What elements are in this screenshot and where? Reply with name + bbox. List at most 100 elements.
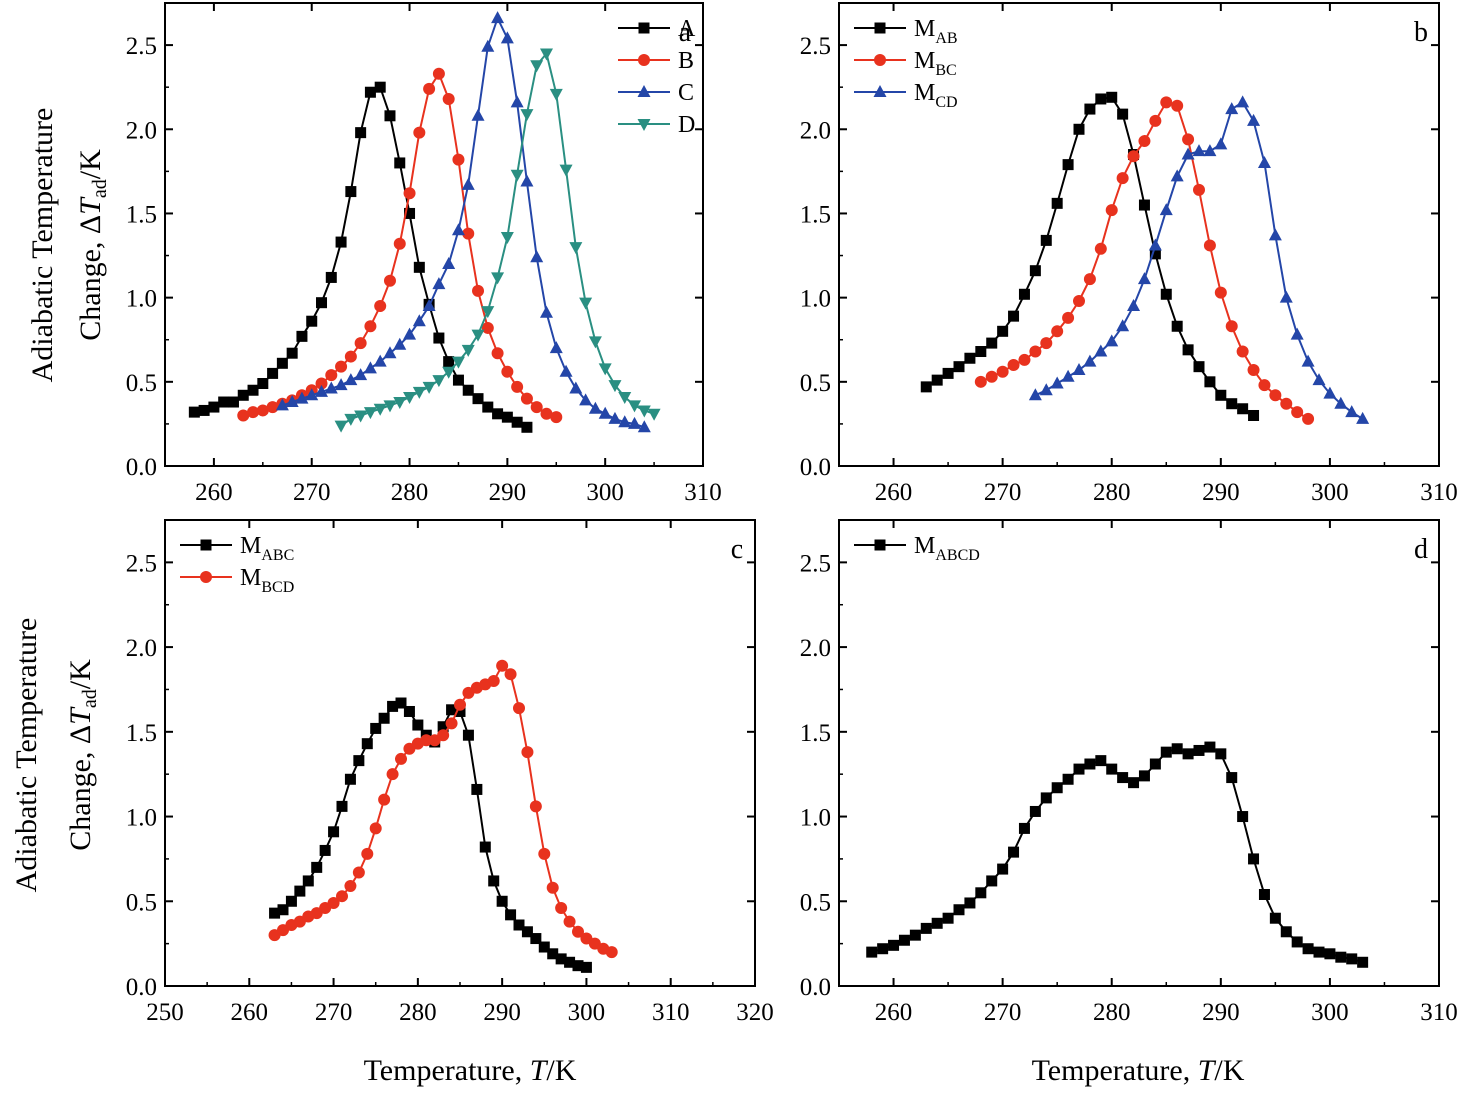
data-point xyxy=(1018,288,1030,300)
data-point xyxy=(539,48,553,61)
x-axis-title-prefix: Temperature, xyxy=(1032,1054,1198,1087)
data-point xyxy=(275,398,289,411)
data-point xyxy=(1159,203,1173,216)
data-point xyxy=(481,39,495,52)
data-point xyxy=(488,875,500,887)
data-point xyxy=(1302,943,1314,955)
data-point xyxy=(559,364,573,377)
data-point xyxy=(1291,936,1303,948)
data-point xyxy=(1062,311,1075,324)
y-tick-label: 2.5 xyxy=(800,33,831,60)
x-tick-label: 300 xyxy=(568,999,606,1026)
panel-letter: d xyxy=(1414,534,1428,565)
data-point xyxy=(1290,327,1304,340)
data-point xyxy=(404,207,416,219)
series-MABC xyxy=(269,697,592,973)
data-point xyxy=(1160,96,1173,109)
data-point xyxy=(335,236,347,248)
data-point xyxy=(539,305,553,318)
y-tick-label: 2.5 xyxy=(126,33,157,60)
data-point xyxy=(276,357,288,369)
data-point xyxy=(1116,319,1130,332)
series-MBC xyxy=(974,96,1315,425)
data-point xyxy=(1225,320,1238,333)
legend-item: MBC xyxy=(854,48,957,79)
data-point xyxy=(423,82,436,95)
panel-letter: b xyxy=(1414,17,1428,48)
data-point xyxy=(412,386,426,399)
legend: MABCD xyxy=(854,533,980,564)
data-point xyxy=(361,847,374,860)
data-point xyxy=(1301,354,1315,367)
chart-panel-d: 260 270 280 290 300 310 0.0 0.5 1.0 1.5 2.0 2.5 d MAB… xyxy=(800,519,1458,1026)
legend-label-sub: ABCD xyxy=(935,547,979,564)
data-point xyxy=(1128,777,1140,789)
series-C xyxy=(275,11,651,433)
y-axis-title-prefix: Change, Δ xyxy=(74,215,107,341)
data-point xyxy=(520,392,533,405)
data-point xyxy=(1247,113,1261,126)
data-point xyxy=(1170,169,1184,182)
data-point xyxy=(569,381,583,394)
y-axis-title-var: T xyxy=(64,706,97,725)
data-point xyxy=(336,800,348,812)
data-point xyxy=(227,396,239,408)
legend-label-main: M xyxy=(914,533,935,559)
data-point xyxy=(1356,411,1370,424)
data-point xyxy=(336,890,348,903)
y-tick-label: 1.5 xyxy=(800,720,831,747)
data-point xyxy=(1280,397,1293,410)
data-point xyxy=(373,403,387,416)
legend-label: MBCD xyxy=(240,565,294,596)
data-point xyxy=(549,341,563,354)
data-point xyxy=(588,336,602,349)
data-point xyxy=(500,232,514,245)
x-tick-label: 270 xyxy=(984,999,1022,1026)
legend-marker xyxy=(200,571,212,583)
data-point xyxy=(550,411,563,424)
data-point xyxy=(445,717,458,730)
legend-label-sub: AB xyxy=(935,30,957,47)
data-point xyxy=(295,391,309,404)
data-point xyxy=(572,925,584,938)
data-point xyxy=(1237,403,1249,415)
data-point xyxy=(504,668,517,681)
data-point xyxy=(1193,744,1205,756)
data-point xyxy=(1291,406,1304,419)
data-point xyxy=(580,961,592,973)
x-tick-label: 300 xyxy=(1311,999,1349,1026)
data-point xyxy=(1236,345,1249,358)
legend-marker xyxy=(637,119,651,131)
data-point xyxy=(443,356,455,368)
data-point xyxy=(1029,265,1041,277)
data-point xyxy=(1061,369,1075,382)
data-point xyxy=(1051,325,1064,338)
data-point xyxy=(1106,91,1118,103)
data-point xyxy=(1008,310,1020,322)
data-point xyxy=(1171,320,1183,332)
legend-marker xyxy=(638,22,650,34)
y-tick-label: 0.0 xyxy=(800,454,831,481)
legend-label-main: C xyxy=(678,80,694,106)
data-point xyxy=(1127,299,1141,312)
data-point xyxy=(393,337,407,350)
x-tick-label: 260 xyxy=(875,479,913,506)
y-tick-label: 2.5 xyxy=(800,550,831,577)
data-point xyxy=(511,380,524,393)
data-point xyxy=(491,347,504,360)
y-tick-label: 0.5 xyxy=(800,889,831,916)
y-tick-label: 0.0 xyxy=(126,454,157,481)
data-point xyxy=(285,895,297,907)
x-axis-title-suffix: /K xyxy=(1214,1054,1244,1087)
data-point xyxy=(920,381,932,393)
data-point xyxy=(530,933,542,945)
data-point xyxy=(247,384,259,396)
data-point xyxy=(618,415,632,428)
data-point xyxy=(237,409,250,422)
data-point xyxy=(1062,773,1074,785)
y-tick-label: 1.5 xyxy=(800,201,831,228)
data-point xyxy=(1269,912,1281,924)
data-point xyxy=(437,729,450,742)
data-point xyxy=(1073,295,1085,308)
